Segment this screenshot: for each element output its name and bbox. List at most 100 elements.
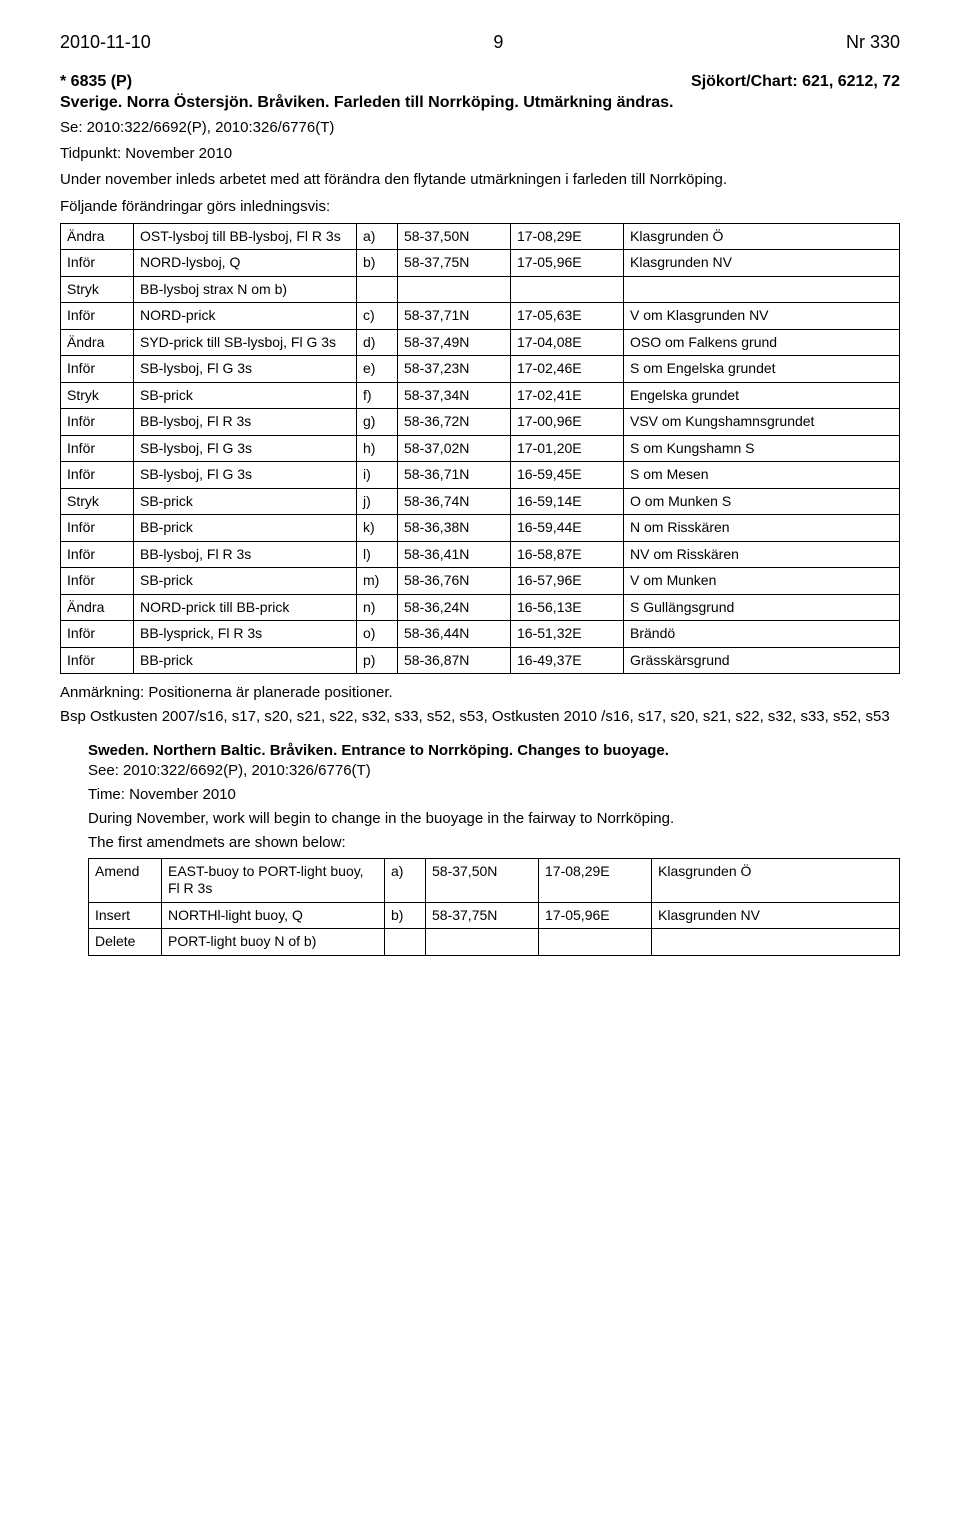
table-cell: 17-08,29E [511,223,624,250]
en-intro2: The first amendmets are shown below: [88,833,900,853]
table-cell: a) [385,858,426,902]
table-cell: BB-lysboj, Fl R 3s [134,541,357,568]
table-cell: 58-37,50N [426,858,539,902]
table-row: InförBB-lysboj, Fl R 3sl)58-36,41N16-58,… [61,541,900,568]
table-cell: 58-36,38N [398,515,511,542]
table-row: InförSB-lysboj, Fl G 3se)58-37,23N17-02,… [61,356,900,383]
table-cell: SYD-prick till SB-lysboj, Fl G 3s [134,329,357,356]
table-cell: p) [357,647,398,674]
table-cell: Inför [61,647,134,674]
table-cell: Inför [61,462,134,489]
table-row: InförNORD-lysboj, Qb)58-37,75N17-05,96EK… [61,250,900,277]
table-row: InförBB-lysboj, Fl R 3sg)58-36,72N17-00,… [61,409,900,436]
table-cell: c) [357,303,398,330]
table-cell: b) [385,902,426,929]
notice-title: Sverige. Norra Östersjön. Bråviken. Farl… [60,93,900,114]
table-cell: 17-01,20E [511,435,624,462]
table-cell: d) [357,329,398,356]
table-cell [511,276,624,303]
table-cell: 17-05,96E [539,902,652,929]
notice-see: Se: 2010:322/6692(P), 2010:326/6776(T) [60,118,900,138]
table-row: StrykSB-prickj)58-36,74N16-59,14EO om Mu… [61,488,900,515]
changes-table-en: AmendEAST-buoy to PORT-light buoy, Fl R … [88,858,900,956]
table-row: ÄndraNORD-prick till BB-prickn)58-36,24N… [61,594,900,621]
table-cell: N om Risskären [624,515,900,542]
table-row: InförBB-prickk)58-36,38N16-59,44EN om Ri… [61,515,900,542]
table-cell: k) [357,515,398,542]
table-row: InsertNORTHl-light buoy, Qb)58-37,75N17-… [89,902,900,929]
table-cell: 58-37,50N [398,223,511,250]
table-row: DeletePORT-light buoy N of b) [89,929,900,956]
table-cell: 58-37,34N [398,382,511,409]
notice-chart: Sjökort/Chart: 621, 6212, 72 [691,73,900,91]
table-cell: V om Munken [624,568,900,595]
table-cell: SB-lysboj, Fl G 3s [134,435,357,462]
table-cell: V om Klasgrunden NV [624,303,900,330]
table-cell: 16-58,87E [511,541,624,568]
table-cell [652,929,900,956]
table-cell: 58-37,75N [398,250,511,277]
table-cell: m) [357,568,398,595]
table-row: ÄndraSYD-prick till SB-lysboj, Fl G 3sd)… [61,329,900,356]
table-cell: Inför [61,515,134,542]
table-cell: OSO om Falkens grund [624,329,900,356]
table-cell: SB-lysboj, Fl G 3s [134,356,357,383]
table-cell: j) [357,488,398,515]
table-cell: h) [357,435,398,462]
table-cell: 16-51,32E [511,621,624,648]
table-cell: Stryk [61,488,134,515]
table-cell: SB-prick [134,488,357,515]
header-date: 2010-11-10 [60,32,151,53]
table-cell: BB-lysboj, Fl R 3s [134,409,357,436]
table-cell: S om Engelska grundet [624,356,900,383]
table-cell: 58-36,71N [398,462,511,489]
changes-table-sv: ÄndraOST-lysboj till BB-lysboj, Fl R 3sa… [60,223,900,675]
table-cell: SB-prick [134,568,357,595]
table-cell: Ändra [61,329,134,356]
table-cell: 16-59,14E [511,488,624,515]
table-cell: 58-36,24N [398,594,511,621]
table-cell: Klasgrunden NV [624,250,900,277]
table-cell: PORT-light buoy N of b) [162,929,385,956]
table-cell: Klasgrunden NV [652,902,900,929]
notice-intro1: Under november inleds arbetet med att fö… [60,170,900,190]
table-row: InförNORD-prickc)58-37,71N17-05,63EV om … [61,303,900,330]
table-cell: SB-lysboj, Fl G 3s [134,462,357,489]
table-cell [357,276,398,303]
table-cell: n) [357,594,398,621]
table-cell: 58-36,44N [398,621,511,648]
table-cell: NORD-lysboj, Q [134,250,357,277]
table-cell: BB-lysboj strax N om b) [134,276,357,303]
table-cell: 17-00,96E [511,409,624,436]
table-cell: O om Munken S [624,488,900,515]
table-cell: i) [357,462,398,489]
table-cell: 58-36,41N [398,541,511,568]
table-cell: 58-37,49N [398,329,511,356]
table-cell: 58-36,72N [398,409,511,436]
table-cell: Stryk [61,276,134,303]
table-cell: 58-37,02N [398,435,511,462]
notice-intro2: Följande förändringar görs inledningsvis… [60,197,900,217]
table-cell: 58-36,74N [398,488,511,515]
table-cell: Grässkärsgrund [624,647,900,674]
remark-text: Anmärkning: Positionerna är planerade po… [60,684,900,701]
table-cell: 58-37,75N [426,902,539,929]
table-cell: o) [357,621,398,648]
table-cell: Amend [89,858,162,902]
table-cell: SB-prick [134,382,357,409]
table-cell: OST-lysboj till BB-lysboj, Fl R 3s [134,223,357,250]
table-cell: BB-lysprick, Fl R 3s [134,621,357,648]
table-cell [385,929,426,956]
notice-ref: * 6835 (P) [60,73,132,91]
notice-time: Tidpunkt: November 2010 [60,144,900,164]
refs-text: Bsp Ostkusten 2007/s16, s17, s20, s21, s… [60,707,900,727]
table-cell: 17-02,46E [511,356,624,383]
en-intro1: During November, work will begin to chan… [88,809,900,829]
table-cell: S Gullängsgrund [624,594,900,621]
table-cell: f) [357,382,398,409]
table-cell: g) [357,409,398,436]
en-see: See: 2010:322/6692(P), 2010:326/6776(T) [88,761,900,781]
table-cell: Inför [61,568,134,595]
table-cell: Stryk [61,382,134,409]
table-cell: e) [357,356,398,383]
